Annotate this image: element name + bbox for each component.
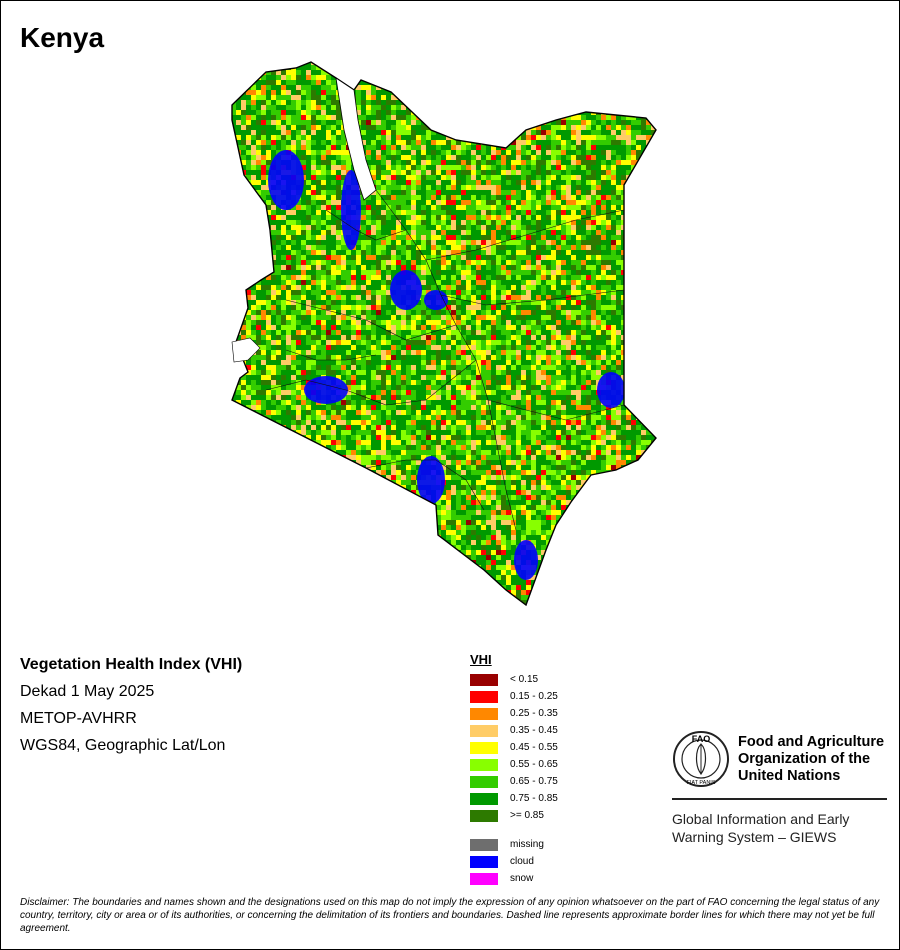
legend-swatch (470, 758, 498, 771)
legend-class-row: 0.15 - 0.25 (470, 688, 558, 705)
legend-label: < 0.15 (510, 674, 539, 685)
legend-class-row: >= 0.85 (470, 807, 558, 824)
legend-swatch (470, 855, 498, 868)
fao-logo-icon: FAO FIAT PANIS (673, 731, 729, 787)
giews-name: Global Information and Early Warning Sys… (672, 810, 888, 846)
legend-label: snow (510, 873, 534, 884)
legend-label: 0.75 - 0.85 (510, 793, 558, 804)
legend-special-row: snow (470, 870, 558, 887)
lake-victoria (231, 337, 261, 363)
legend-class-row: 0.65 - 0.75 (470, 773, 558, 790)
vhi-legend: VHI < 0.15 0.15 - 0.25 0.25 - 0.35 0.35 - 0… (470, 652, 558, 887)
index-title: Vegetation Health Index (VHI) (20, 656, 243, 673)
admin-boundaries (265, 189, 625, 531)
legend-class-row: 0.75 - 0.85 (470, 790, 558, 807)
legend-swatch (470, 775, 498, 788)
legend-label: 0.15 - 0.25 (510, 691, 558, 702)
legend-label: 0.25 - 0.35 (510, 708, 558, 719)
legend-class-row: 0.55 - 0.65 (470, 756, 558, 773)
legend-swatch (470, 707, 498, 720)
legend-swatch (470, 872, 498, 885)
legend-swatch (470, 690, 498, 703)
sensor-label: METOP-AVHRR (20, 710, 137, 727)
org-line-3: United Nations (738, 767, 841, 784)
legend-swatch (470, 838, 498, 851)
map-title: Kenya (20, 22, 105, 53)
fao-divider (672, 798, 887, 800)
legend-label: 0.55 - 0.65 (510, 759, 558, 770)
legend-label: missing (510, 839, 544, 850)
kenya-map-svg (231, 61, 657, 606)
legend-class-row: 0.35 - 0.45 (470, 722, 558, 739)
legend-heading: VHI (470, 652, 492, 667)
org-line-2: Organization of the (738, 750, 871, 767)
legend-label: 0.35 - 0.45 (510, 725, 558, 736)
period-label: Dekad 1 May 2025 (20, 683, 155, 700)
fao-block: FAO FIAT PANIS Food and Agriculture Orga… (672, 730, 888, 846)
fao-logo-letters: FAO (692, 734, 711, 744)
legend-class-row: < 0.15 (470, 671, 558, 688)
legend-swatch (470, 673, 498, 686)
vhi-raster (232, 62, 656, 605)
legend-class-row: 0.25 - 0.35 (470, 705, 558, 722)
legend-swatch (470, 792, 498, 805)
giews-line-1: Global Information and Early (672, 811, 850, 827)
vhi-map (226, 60, 666, 610)
legend-label: 0.65 - 0.75 (510, 776, 558, 787)
giews-line-2: Warning System – GIEWS (672, 829, 837, 845)
legend-label: >= 0.85 (510, 810, 544, 821)
legend-label: cloud (510, 856, 534, 867)
legend-special-row: missing (470, 836, 558, 853)
map-info: Vegetation Health Index (VHI) Dekad 1 Ma… (20, 656, 242, 764)
legend-swatch (470, 741, 498, 754)
fao-org-name: Food and Agriculture Organization of the… (738, 734, 884, 785)
projection-label: WGS84, Geographic Lat/Lon (20, 737, 226, 754)
fao-motto: FIAT PANIS (686, 780, 715, 786)
legend-swatch (470, 809, 498, 822)
disclaimer-text: Disclaimer: The boundaries and names sho… (20, 897, 880, 934)
legend-swatch (470, 724, 498, 737)
org-line-1: Food and Agriculture (738, 733, 885, 750)
legend-class-row: 0.45 - 0.55 (470, 739, 558, 756)
legend-label: 0.45 - 0.55 (510, 742, 558, 753)
legend-special-row: cloud (470, 853, 558, 870)
